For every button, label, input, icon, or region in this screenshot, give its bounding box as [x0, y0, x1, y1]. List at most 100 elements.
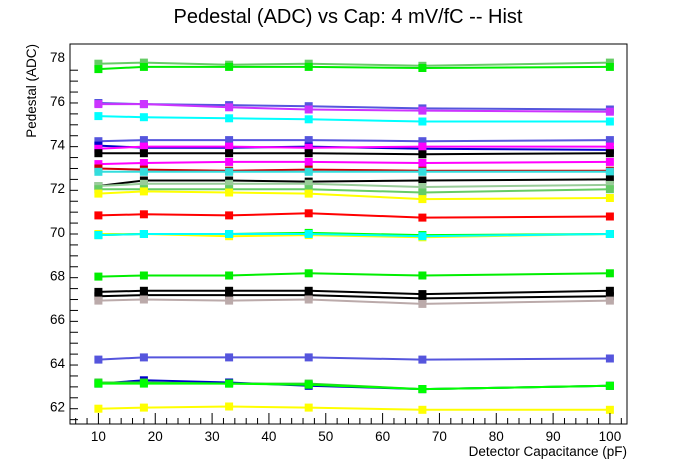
data-point — [139, 379, 148, 388]
x-tick-label: 70 — [432, 429, 447, 444]
data-point — [605, 149, 614, 158]
data-point — [225, 230, 234, 238]
data-point — [139, 286, 148, 295]
data-point — [225, 149, 234, 158]
y-tick-label: 68 — [50, 268, 65, 283]
series-line — [98, 115, 610, 123]
series-line — [98, 188, 610, 194]
y-tick-label: 78 — [50, 50, 65, 65]
data-point — [94, 112, 103, 121]
series-16 — [94, 187, 614, 204]
chart-title: Pedestal (ADC) vs Cap: 4 mV/fC -- Hist — [174, 6, 523, 28]
data-point — [94, 379, 103, 388]
data-point — [605, 167, 614, 176]
data-point — [304, 157, 313, 166]
data-point — [605, 117, 614, 126]
data-point — [139, 159, 148, 167]
data-point — [304, 189, 313, 198]
data-point — [139, 353, 148, 362]
y-tick-label: 70 — [50, 225, 65, 240]
data-point — [139, 403, 148, 412]
series-9 — [94, 149, 614, 159]
data-point — [139, 167, 148, 176]
series-24 — [94, 295, 614, 308]
series-line — [98, 272, 610, 278]
series-line — [98, 212, 610, 219]
data-point — [225, 157, 234, 166]
data-point — [605, 405, 614, 414]
data-point — [94, 167, 103, 176]
data-point — [225, 103, 234, 112]
series-line — [98, 145, 610, 150]
data-point — [139, 142, 148, 151]
data-point — [418, 294, 427, 303]
data-point — [418, 290, 427, 299]
y-tick-label: 64 — [50, 356, 66, 371]
data-point — [605, 354, 614, 363]
data-point — [304, 167, 313, 176]
series-13 — [94, 175, 614, 190]
data-point — [418, 137, 427, 146]
data-point — [225, 136, 234, 145]
data-point — [139, 187, 148, 196]
series-line — [98, 167, 610, 172]
x-tick-label: 40 — [261, 429, 276, 444]
data-point — [94, 272, 103, 281]
series-23 — [94, 291, 614, 303]
x-tick-label: 10 — [91, 429, 106, 444]
data-point — [304, 286, 313, 295]
data-point — [418, 159, 427, 167]
data-point — [304, 143, 313, 152]
data-point — [225, 291, 234, 300]
data-point — [605, 296, 614, 305]
data-point — [605, 185, 614, 194]
data-point — [225, 211, 234, 220]
series-layer — [94, 58, 614, 414]
data-point — [605, 381, 614, 390]
data-point — [605, 142, 614, 151]
series-line — [98, 190, 610, 201]
series-line — [98, 182, 610, 189]
data-point — [94, 355, 103, 364]
series-line — [98, 178, 610, 187]
data-point — [605, 292, 614, 301]
data-point — [225, 296, 234, 305]
data-point — [304, 403, 313, 412]
data-point — [304, 115, 313, 124]
data-point — [94, 65, 103, 74]
series-line — [98, 65, 610, 71]
data-point — [225, 142, 234, 151]
data-point — [605, 194, 614, 202]
data-point — [418, 176, 427, 185]
data-point — [94, 211, 103, 220]
data-point — [605, 58, 614, 67]
data-point — [605, 175, 614, 184]
data-point — [94, 296, 103, 305]
series-line — [98, 356, 610, 361]
data-point — [605, 157, 614, 166]
data-point — [139, 291, 148, 300]
x-tick-label: 90 — [546, 429, 561, 444]
data-point — [94, 189, 103, 198]
series-11 — [94, 164, 614, 175]
data-point — [418, 150, 427, 159]
series-line — [98, 294, 610, 300]
data-point — [139, 136, 148, 145]
series-line — [98, 382, 610, 391]
data-point — [304, 105, 313, 114]
y-tick-label: 72 — [50, 181, 65, 196]
series-2 — [94, 62, 614, 74]
series-line — [98, 298, 610, 305]
data-point — [94, 100, 103, 109]
data-point — [605, 180, 614, 189]
data-point — [418, 271, 427, 280]
data-point — [304, 269, 313, 278]
data-point — [418, 188, 427, 197]
data-point — [94, 160, 103, 169]
data-point — [418, 213, 427, 222]
data-point — [605, 286, 614, 295]
series-25 — [94, 353, 614, 364]
data-point — [139, 230, 148, 238]
data-point — [94, 231, 103, 240]
